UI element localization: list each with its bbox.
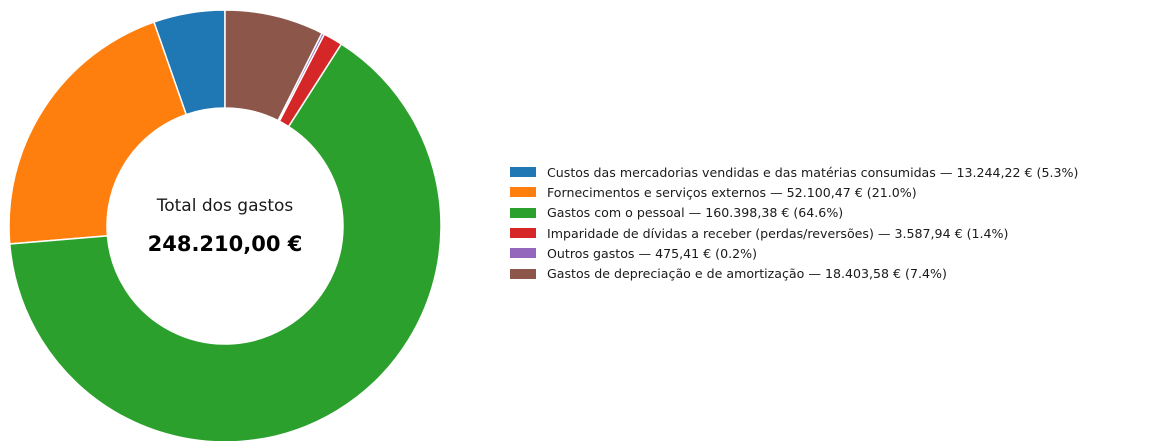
center-total-value: 248.210,00 €	[148, 232, 303, 256]
center-title: Total dos gastos	[156, 196, 294, 216]
donut-chart: Total dos gastos 248.210,00 €	[8, 9, 442, 441]
legend-item: Imparidade de dívidas a receber (perdas/…	[510, 223, 1078, 243]
legend-swatch	[510, 248, 536, 259]
legend-swatch	[510, 187, 536, 198]
legend-label: Gastos de depreciação e de amortização —…	[547, 266, 947, 282]
legend-item: Fornecimentos e serviços externos — 52.1…	[510, 182, 1078, 202]
legend-swatch	[510, 268, 536, 279]
legend-swatch	[510, 228, 536, 239]
legend-label: Custos das mercadorias vendidas e das ma…	[547, 164, 1079, 180]
legend-item: Outros gastos — 475,41 € (0.2%)	[510, 243, 1078, 263]
legend-label: Gastos com o pessoal — 160.398,38 € (64.…	[547, 205, 844, 221]
slice-2	[8, 21, 188, 245]
donut-slices	[8, 9, 442, 441]
legend-label: Imparidade de dívidas a receber (perdas/…	[547, 225, 1009, 241]
chart-legend: Custos das mercadorias vendidas e das ma…	[510, 162, 1078, 284]
legend-swatch	[510, 167, 536, 178]
legend-item: Custos das mercadorias vendidas e das ma…	[510, 162, 1078, 182]
legend-item: Gastos com o pessoal — 160.398,38 € (64.…	[510, 203, 1078, 223]
legend-item: Gastos de depreciação e de amortização —…	[510, 263, 1078, 283]
slice-6	[224, 9, 324, 122]
legend-label: Fornecimentos e serviços externos — 52.1…	[547, 184, 917, 200]
legend-label: Outros gastos — 475,41 € (0.2%)	[547, 245, 757, 261]
slice-3	[8, 42, 442, 441]
legend-swatch	[510, 207, 536, 218]
